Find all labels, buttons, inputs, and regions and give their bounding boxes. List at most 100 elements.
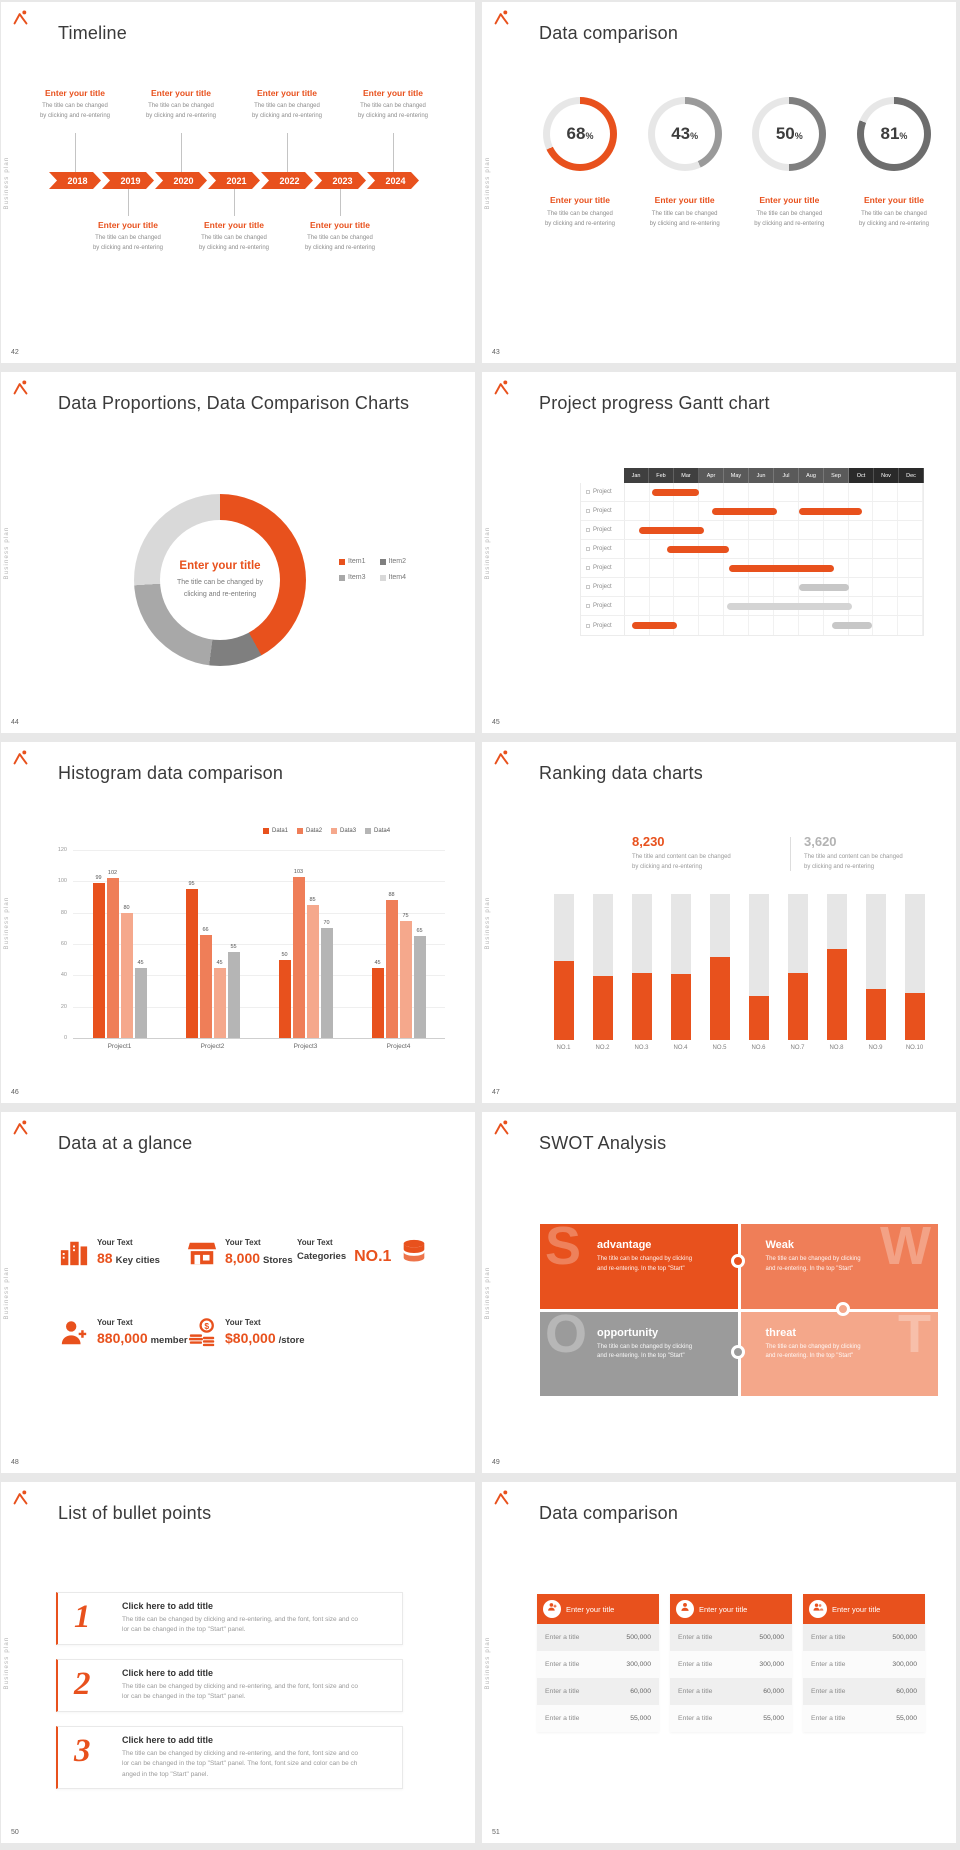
timeline-entry-text: The title can be changed [42, 103, 108, 109]
timeline-entry: Enter your title The title can be changed… [72, 220, 184, 253]
gantt-row: Project [581, 483, 924, 502]
stat-unit: Key cities [115, 1255, 160, 1266]
stat-item: Your Text Categories NO.1 [297, 1238, 429, 1268]
x-tick-label: NO.4 [673, 1045, 688, 1051]
stat-item: $ Your Text $80,000/store [187, 1318, 304, 1348]
gantt-cell [824, 540, 849, 558]
legend-swatch [365, 828, 372, 834]
bullet-text: lor can be changed in the top "Start" pa… [122, 1760, 358, 1768]
bullet-text: lor can be changed in the top "Start" pa… [122, 1626, 246, 1634]
slide-45[interactable]: Business plan Project progress Gantt cha… [482, 372, 956, 733]
gantt-cell [873, 616, 899, 635]
legend-label: Data2 [306, 828, 323, 834]
gantt-cell [873, 502, 899, 520]
gantt-cell [749, 540, 774, 558]
gantt-cell [799, 616, 824, 635]
donut-canvas: 68% Enter your title The title can be chan… [482, 2, 956, 363]
card-row: Enter a title 55,000 [670, 1705, 792, 1732]
pie-legend: Item1 Item2 Item3 Item4 [339, 558, 406, 581]
gantt-row-label: Project [581, 483, 625, 501]
stat-value: 880,000 [97, 1330, 148, 1346]
row-label: Enter a title [545, 1661, 580, 1668]
rank-stat: 8,230 The title and content can be change… [632, 834, 792, 872]
rank-stat-value: 3,620 [804, 834, 837, 849]
slide-43[interactable]: Business plan Data comparison 68% Enter y… [482, 2, 956, 363]
user-icon [679, 1600, 691, 1618]
timeline-connector [75, 133, 76, 172]
bullet-square-icon [586, 528, 590, 532]
donut-unit: % [585, 131, 594, 141]
row-label: Enter a title [545, 1715, 580, 1722]
gantt-cell [625, 483, 650, 501]
brand-logo-icon [493, 379, 510, 396]
legend-swatch [297, 828, 304, 834]
gantt-bar [799, 584, 849, 591]
stat-unit: Stores [263, 1255, 293, 1266]
gantt-month: Nov [874, 468, 899, 483]
swot-watermark-letter: S [545, 1224, 582, 1276]
slide-51[interactable]: Business plan Data comparison Enter your… [482, 1482, 956, 1843]
card-row: Enter a title 300,000 [803, 1651, 925, 1678]
page-title: Data Proportions, Data Comparison Charts [58, 393, 410, 413]
gantt-cell [650, 502, 675, 520]
row-label: Enter a title [811, 1661, 846, 1668]
gantt-cell [699, 597, 725, 615]
bar [320, 928, 333, 1038]
stat-value: NO.1 [354, 1248, 392, 1265]
page-title: Data at a glance [58, 1133, 193, 1153]
gantt-cell [849, 578, 874, 596]
stat-unit: /store [278, 1335, 305, 1346]
page-title: Histogram data comparison [58, 763, 284, 783]
slide-46[interactable]: Business plan Histogram data comparison … [1, 742, 475, 1103]
pie-center-text: clicking and re-entering [183, 590, 257, 598]
bar [371, 967, 384, 1038]
row-label: Enter a title [678, 1661, 713, 1668]
donut-item: 81% Enter your title The title can be chan… [846, 97, 942, 229]
slide-48[interactable]: Business plan Data at a glance Your Text… [1, 1112, 475, 1473]
timeline-connector [128, 189, 129, 216]
gantt-cell [724, 540, 750, 558]
brand-logo-icon [493, 1119, 510, 1136]
swot-title: threat [765, 1326, 797, 1339]
slide-50[interactable]: Business plan List of bullet points 1 Cli… [1, 1482, 475, 1843]
card-header: Enter your title [670, 1594, 792, 1624]
timeline-entry-text: The title can be changed [360, 103, 426, 109]
gantt-cell [898, 578, 924, 596]
gantt-cell [674, 578, 700, 596]
gantt-row-label-text: Project [593, 622, 612, 629]
swot-content: threat The title can be changed by clicki… [766, 1327, 939, 1363]
gantt-cell [749, 483, 774, 501]
timeline-entry-text: The title can be changed [307, 235, 373, 241]
bar-value-label: 55 [230, 943, 237, 950]
timeline-entry-text: by clicking and re-entering [145, 112, 217, 119]
page-number: 45 [492, 719, 500, 726]
slide-47[interactable]: Business plan Ranking data charts 8,230 T… [482, 742, 956, 1103]
user-plus-icon [546, 1600, 558, 1618]
bar [592, 975, 613, 1040]
row-label: Enter a title [811, 1634, 846, 1641]
row-value: 55,000 [630, 1715, 651, 1722]
slide-42[interactable]: Business plan Timeline 2018 2019 2020 2021 2… [1, 2, 475, 363]
row-label: Enter a title [678, 1688, 713, 1695]
page-number: 50 [11, 1829, 19, 1836]
gantt-cell [674, 616, 700, 635]
x-tick-label: NO.1 [556, 1045, 571, 1051]
stat-text: Your Text Categories [297, 1238, 346, 1262]
donut-caption-text: The title can be changed [861, 211, 927, 217]
bar [199, 934, 212, 1038]
page-number: 49 [492, 1459, 500, 1466]
legend-item: Item4 [379, 574, 406, 581]
timeline-entry-title: Enter your title [363, 88, 423, 98]
puzzle-knob [836, 1302, 850, 1316]
pie-center-text: The title can be changed by [176, 579, 263, 587]
bar [709, 956, 730, 1040]
bar-value-label: 45 [216, 959, 223, 966]
row-value: 60,000 [896, 1688, 917, 1695]
bar [670, 974, 691, 1040]
slide-44[interactable]: Business plan Data Proportions, Data Com… [1, 372, 475, 733]
row-value: 55,000 [763, 1715, 784, 1722]
bar-value-label: 103 [293, 868, 304, 875]
rank-stat-text: The title and content can be changed [632, 854, 731, 860]
